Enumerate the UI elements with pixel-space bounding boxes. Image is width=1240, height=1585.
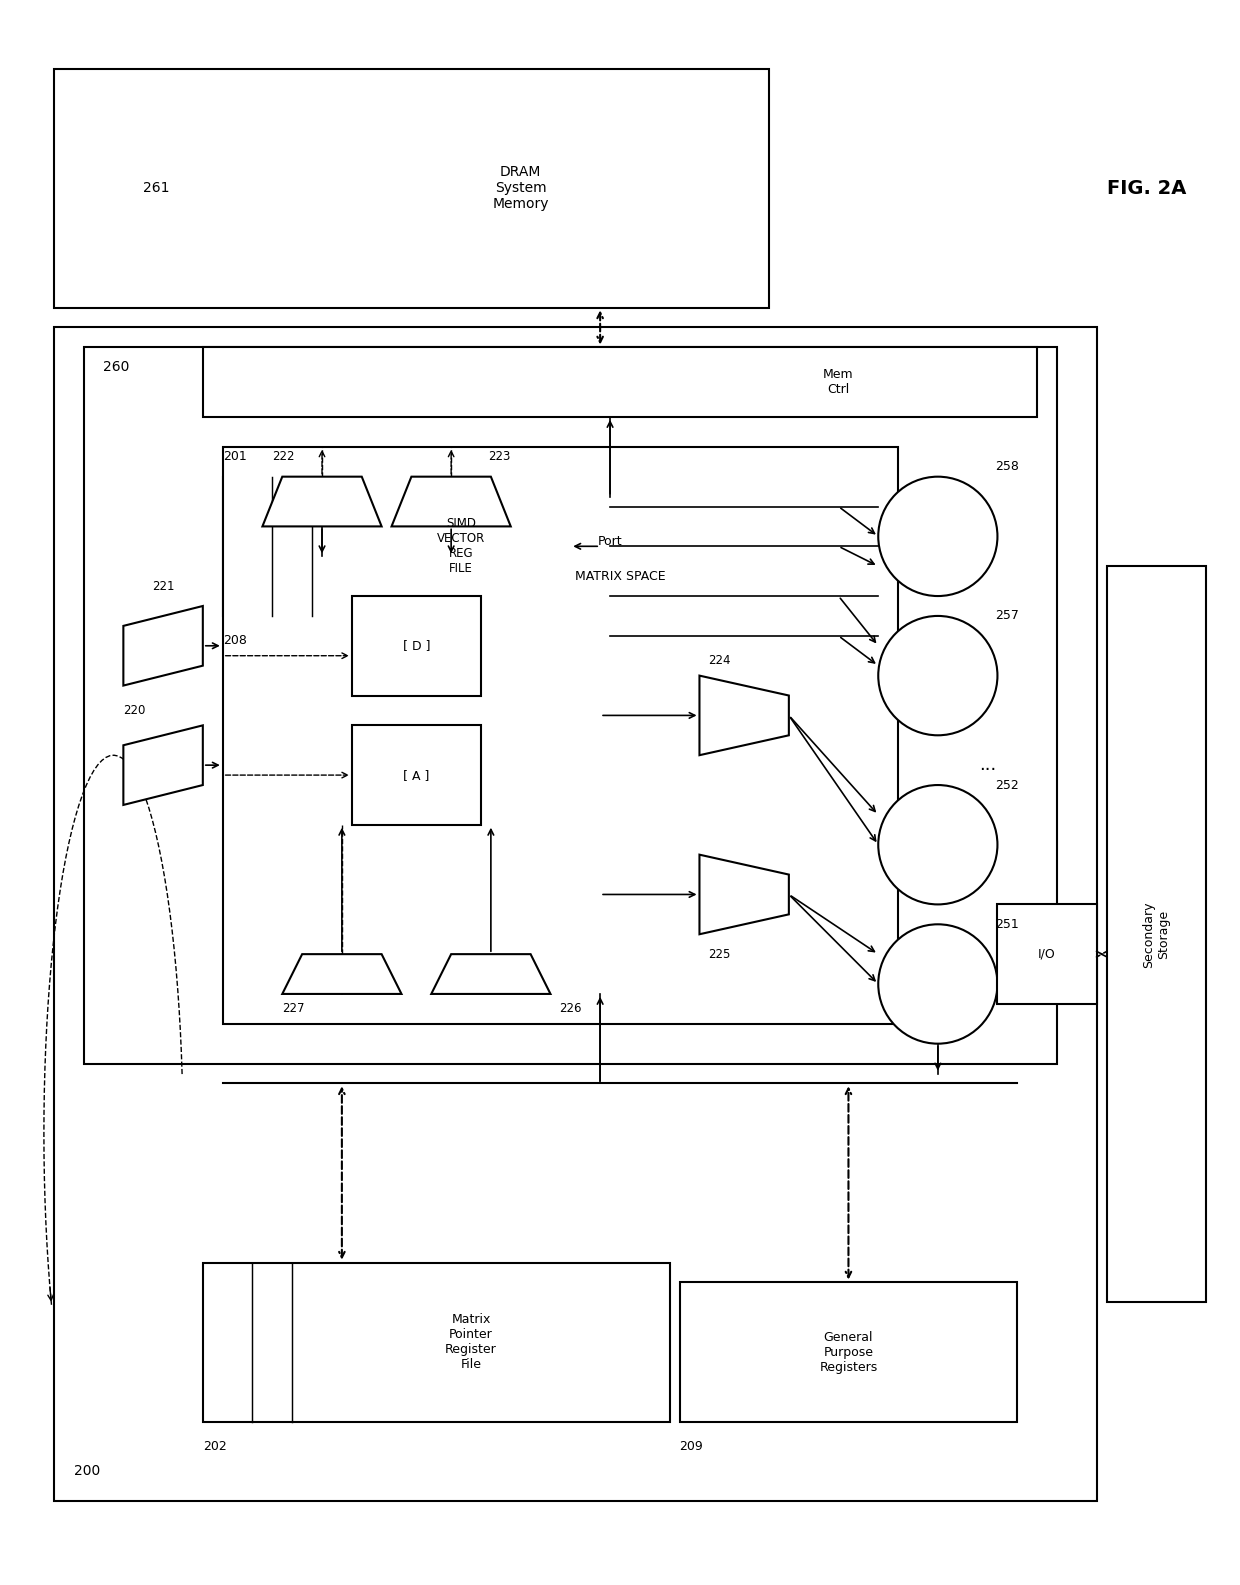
- Text: FIG. 2A: FIG. 2A: [1107, 179, 1187, 198]
- FancyBboxPatch shape: [53, 68, 769, 307]
- Text: 226: 226: [559, 1002, 582, 1016]
- Text: 208: 208: [223, 634, 247, 647]
- FancyBboxPatch shape: [83, 347, 1056, 1064]
- Text: [ D ]: [ D ]: [403, 639, 430, 653]
- Text: 252: 252: [996, 778, 1019, 791]
- Text: Matrix
Pointer
Register
File: Matrix Pointer Register File: [445, 1312, 497, 1371]
- Polygon shape: [551, 496, 670, 586]
- FancyBboxPatch shape: [203, 347, 1037, 417]
- FancyBboxPatch shape: [53, 328, 1096, 1501]
- FancyBboxPatch shape: [997, 905, 1096, 1003]
- Text: 221: 221: [151, 580, 175, 593]
- Text: DRAM
System
Memory: DRAM System Memory: [492, 165, 549, 211]
- FancyBboxPatch shape: [203, 1263, 670, 1422]
- FancyBboxPatch shape: [352, 596, 481, 696]
- Text: 222: 222: [273, 450, 295, 463]
- Polygon shape: [123, 605, 203, 686]
- Polygon shape: [123, 726, 203, 805]
- Polygon shape: [699, 854, 789, 934]
- Text: 258: 258: [996, 460, 1019, 474]
- FancyBboxPatch shape: [1107, 566, 1207, 1303]
- Circle shape: [878, 924, 997, 1043]
- Text: Mem
Ctrl: Mem Ctrl: [823, 368, 854, 396]
- Text: [ A ]: [ A ]: [403, 769, 429, 781]
- Polygon shape: [392, 477, 511, 526]
- Text: MATRIX SPACE: MATRIX SPACE: [574, 569, 666, 583]
- Text: 223: 223: [489, 450, 511, 463]
- Text: 227: 227: [283, 1002, 305, 1016]
- Text: 201: 201: [223, 450, 247, 463]
- FancyBboxPatch shape: [352, 726, 481, 824]
- Circle shape: [878, 477, 997, 596]
- Text: 225: 225: [708, 948, 730, 961]
- FancyBboxPatch shape: [680, 1282, 1017, 1422]
- Text: ...: ...: [978, 756, 996, 773]
- Text: SIMD
VECTOR
REG
FILE: SIMD VECTOR REG FILE: [436, 517, 485, 575]
- Text: Port: Port: [598, 534, 622, 548]
- Circle shape: [878, 785, 997, 905]
- Text: General
Purpose
Registers: General Purpose Registers: [820, 1330, 878, 1374]
- Polygon shape: [699, 675, 789, 754]
- Polygon shape: [432, 954, 551, 994]
- Polygon shape: [263, 477, 382, 526]
- Text: Secondary
Storage: Secondary Storage: [1142, 900, 1171, 967]
- Text: 257: 257: [996, 610, 1019, 623]
- Text: 224: 224: [708, 655, 730, 667]
- Polygon shape: [283, 954, 402, 994]
- Text: 209: 209: [680, 1441, 703, 1453]
- Text: 261: 261: [144, 181, 170, 195]
- FancyBboxPatch shape: [223, 477, 600, 617]
- Circle shape: [878, 617, 997, 735]
- Text: 260: 260: [103, 360, 130, 374]
- Text: 220: 220: [123, 704, 146, 716]
- Text: I/O: I/O: [1038, 948, 1056, 961]
- Text: 251: 251: [996, 918, 1019, 930]
- Text: 202: 202: [203, 1441, 227, 1453]
- Text: 200: 200: [73, 1465, 100, 1479]
- FancyBboxPatch shape: [223, 447, 898, 1024]
